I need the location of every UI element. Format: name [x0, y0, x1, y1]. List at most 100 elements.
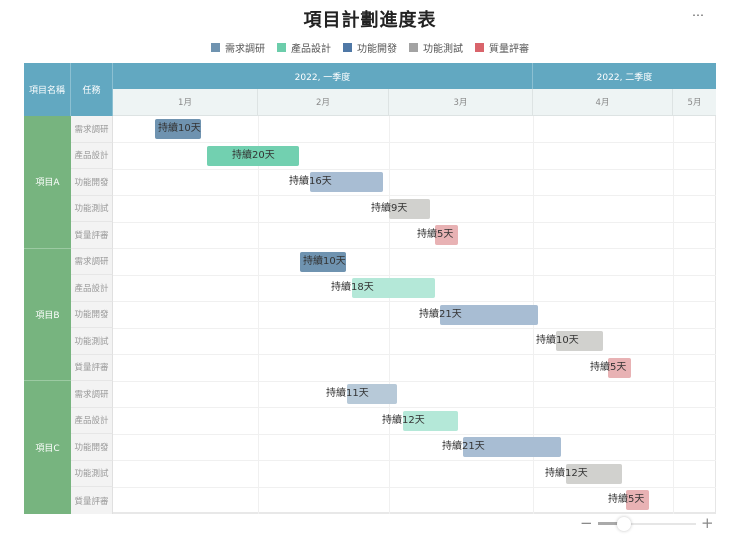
task-cell: 需求調研: [71, 248, 113, 275]
bar-label: 持續16天: [289, 176, 332, 187]
task-cell: 需求調研: [71, 381, 113, 408]
row-line: [113, 195, 716, 196]
task-cell: 質量評審: [71, 487, 113, 514]
header-month-mar: 3月: [389, 89, 533, 116]
gantt-bar-a-design[interactable]: [207, 145, 299, 166]
task-cell: 功能開發: [71, 169, 113, 196]
row-line: [113, 168, 716, 170]
legend-swatch: [475, 43, 484, 52]
bar-label: 持續21天: [442, 441, 485, 452]
gantt-bar-c-design[interactable]: [403, 410, 458, 431]
project-cell-c: 項目C: [24, 381, 71, 514]
task-cell: 質量評審: [71, 222, 113, 249]
row-line: [113, 380, 716, 382]
legend-label: 需求調研: [225, 44, 265, 55]
gantt-table: 項目名稱 任務 2022, 一季度 2022, 二季度 1月 2月 3月 4月 …: [24, 63, 716, 514]
zoom-control: − +: [580, 514, 715, 532]
header-month-may: 5月: [673, 89, 716, 116]
gantt-bar-c-testing[interactable]: [566, 463, 622, 484]
header-project-name: 項目名稱: [24, 63, 71, 116]
gantt-bar-c-requirements[interactable]: [347, 384, 397, 404]
legend-swatch: [211, 43, 220, 52]
gantt-bar-a-testing[interactable]: [389, 198, 430, 219]
zoom-slider-fill: [598, 522, 620, 525]
row-line: [113, 354, 716, 355]
header-month-feb: 2月: [258, 89, 389, 116]
grid-line: [673, 116, 674, 514]
bar-label: 持續21天: [419, 308, 462, 320]
bar-label: 持續18天: [331, 282, 374, 293]
gantt-bar-a-review[interactable]: [435, 225, 458, 245]
header-quarter-2: 2022, 二季度: [533, 63, 716, 89]
row-line: [113, 407, 716, 408]
task-cell: 需求調研: [71, 116, 113, 143]
task-cell: 質量評審: [71, 354, 113, 381]
more-options-icon[interactable]: ⋯: [692, 8, 705, 22]
legend-label: 功能測試: [423, 44, 463, 55]
zoom-slider-track[interactable]: [598, 523, 696, 525]
bar-label: 持續20天: [232, 149, 275, 161]
row-line: [113, 274, 716, 276]
task-cell: 產品設計: [71, 142, 113, 169]
legend-swatch: [343, 43, 352, 52]
header-month-jan: 1月: [113, 89, 258, 116]
bar-label: 持續12天: [382, 414, 425, 426]
row-line: [113, 460, 716, 461]
task-cell: 功能測試: [71, 460, 113, 487]
legend-item-testing[interactable]: 功能測試: [409, 40, 463, 55]
row-line: [113, 433, 716, 435]
bar-label: 持續11天: [326, 388, 369, 399]
legend-label: 功能開發: [357, 44, 397, 55]
row-line: [113, 327, 716, 329]
legend-swatch: [277, 43, 286, 52]
task-cell: 功能測試: [71, 195, 113, 222]
task-cell: 功能測試: [71, 328, 113, 355]
project-cell-b: 項目B: [24, 248, 71, 381]
bar-label: 持續5天: [608, 494, 645, 505]
row-line: [113, 301, 716, 302]
legend-label: 產品設計: [291, 44, 331, 55]
bar-label: 持續5天: [590, 361, 627, 373]
bar-label: 持續5天: [417, 229, 454, 240]
task-cell: 產品設計: [71, 407, 113, 434]
zoom-out-button[interactable]: −: [580, 514, 593, 532]
gantt-bar-a-requirements[interactable]: [155, 119, 201, 139]
gantt-bar-b-development[interactable]: [440, 304, 538, 325]
row-line: [113, 486, 716, 488]
task-cell: 功能開發: [71, 301, 113, 328]
gantt-bar-c-review[interactable]: [626, 490, 649, 510]
gantt-bar-b-review[interactable]: [608, 357, 631, 378]
zoom-in-button[interactable]: +: [701, 514, 714, 532]
row-line: [113, 248, 716, 249]
legend-label: 質量評審: [489, 44, 529, 55]
legend-item-requirements[interactable]: 需求調研: [211, 40, 265, 55]
legend-item-review[interactable]: 質量評審: [475, 40, 529, 55]
bar-label: 持續10天: [536, 335, 579, 346]
legend: 需求調研 產品設計 功能開發 功能測試 質量評審: [0, 40, 740, 55]
row-line: [113, 142, 716, 143]
legend-item-development[interactable]: 功能開發: [343, 40, 397, 55]
bar-label: 持續9天: [371, 202, 408, 214]
bar-label: 持續10天: [158, 123, 201, 134]
legend-swatch: [409, 43, 418, 52]
gantt-bar-c-development[interactable]: [463, 437, 561, 457]
task-cell: 產品設計: [71, 275, 113, 302]
row-line: [113, 221, 716, 223]
bar-label: 持續12天: [545, 467, 588, 479]
gantt-bar-b-testing[interactable]: [556, 331, 603, 351]
chart-title: 項目計劃進度表: [303, 10, 437, 31]
header-month-apr: 4月: [533, 89, 673, 116]
task-cell: 功能開發: [71, 434, 113, 461]
grid-line: [258, 116, 259, 514]
header-quarter-1: 2022, 一季度: [113, 63, 533, 89]
grid-line: [715, 116, 716, 514]
gantt-bar-a-development[interactable]: [310, 172, 383, 192]
bar-label: 持續10天: [303, 255, 346, 267]
zoom-slider-handle[interactable]: [617, 517, 631, 531]
gantt-bar-b-requirements[interactable]: [300, 251, 346, 272]
project-cell-a: 項目A: [24, 116, 71, 249]
grid-line: [389, 116, 390, 514]
gantt-bar-b-design[interactable]: [352, 278, 435, 298]
legend-item-design[interactable]: 產品設計: [277, 40, 331, 55]
header-task: 任務: [71, 63, 113, 116]
